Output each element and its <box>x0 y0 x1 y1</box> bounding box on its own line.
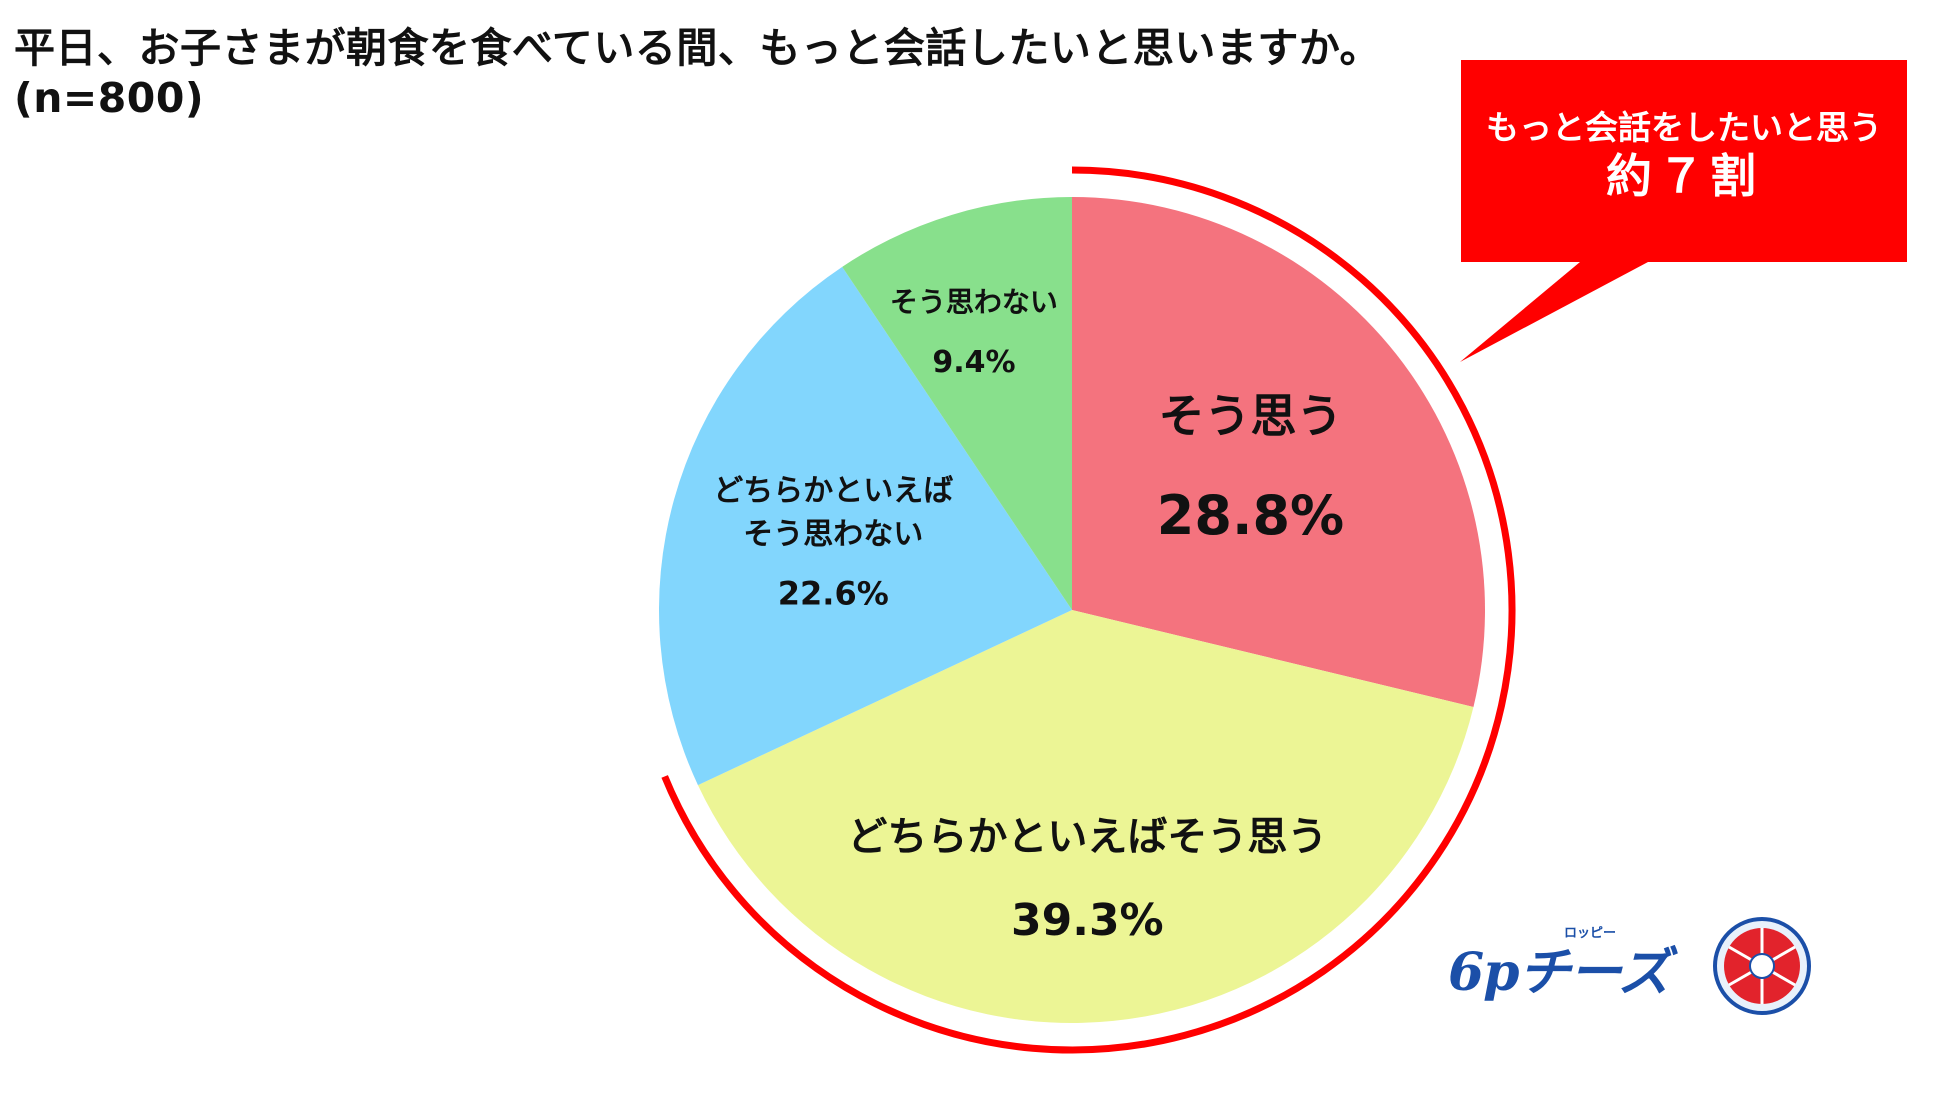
callout-pointer <box>1460 262 1648 362</box>
slice-label: どちらかといえばそう思う <box>847 814 1327 860</box>
logo-wordmark: 6pチーズ <box>1448 942 1670 1003</box>
chart-title: 平日、お子さまが朝食を食べている間、もっと会話したいと思いますか。 <box>14 24 1382 72</box>
callout-box: もっと会話をしたいと思う 約７割 <box>1461 60 1907 262</box>
slice-label: そう思わない <box>890 285 1058 318</box>
pie-slice <box>697 610 1474 1023</box>
pie-slice <box>1072 197 1485 707</box>
slice-value-label: 22.6% <box>778 574 889 612</box>
brand-logo: ロッピー 6pチーズ <box>1448 916 1813 1016</box>
agree-highlight-arc <box>661 166 1516 1054</box>
slice-label: そう思う <box>1158 389 1342 443</box>
pie-labels: そう思う28.8%どちらかといえばそう思う39.3%どちらかといえばそう思わない… <box>713 285 1344 946</box>
logo-subtext: ロッピー <box>1564 926 1617 941</box>
slice-value-label: 9.4% <box>932 345 1015 380</box>
cheese-emblem-icon <box>1713 917 1811 1015</box>
callout-highlight: 約７割 <box>1606 149 1762 203</box>
slice-value-label: 39.3% <box>1011 895 1164 946</box>
slice-label: どちらかといえば <box>713 473 953 508</box>
callout-text: もっと会話をしたいと思う <box>1486 108 1882 147</box>
slice-label: そう思わない <box>743 517 923 552</box>
pie-slice <box>659 266 1072 786</box>
slice-value-label: 28.8% <box>1157 484 1344 547</box>
sample-size: (n=800) <box>14 74 205 122</box>
pie-slice <box>842 197 1072 610</box>
pie-slices <box>659 197 1485 1023</box>
